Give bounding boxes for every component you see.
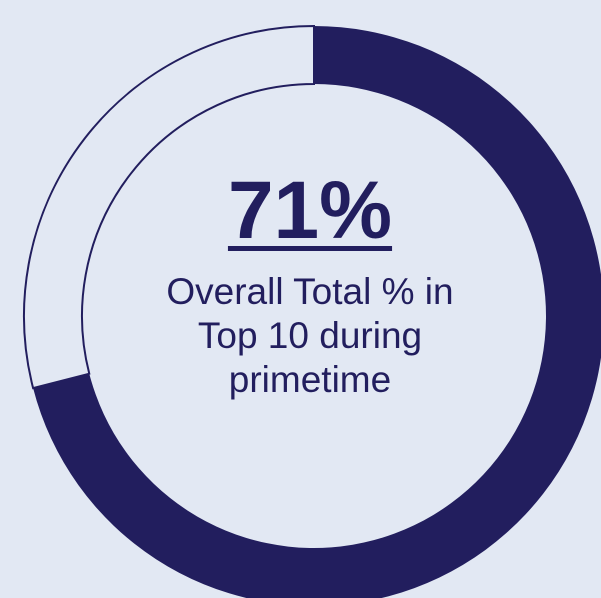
center-label: 71% Overall Total % in Top 10 during pri… <box>120 170 500 402</box>
percent-value: 71% <box>228 170 392 252</box>
caption-line-3: primetime <box>120 358 500 402</box>
caption-text: Overall Total % in Top 10 during primeti… <box>120 270 500 402</box>
caption-line-2: Top 10 during <box>120 314 500 358</box>
caption-line-1: Overall Total % in <box>120 270 500 314</box>
